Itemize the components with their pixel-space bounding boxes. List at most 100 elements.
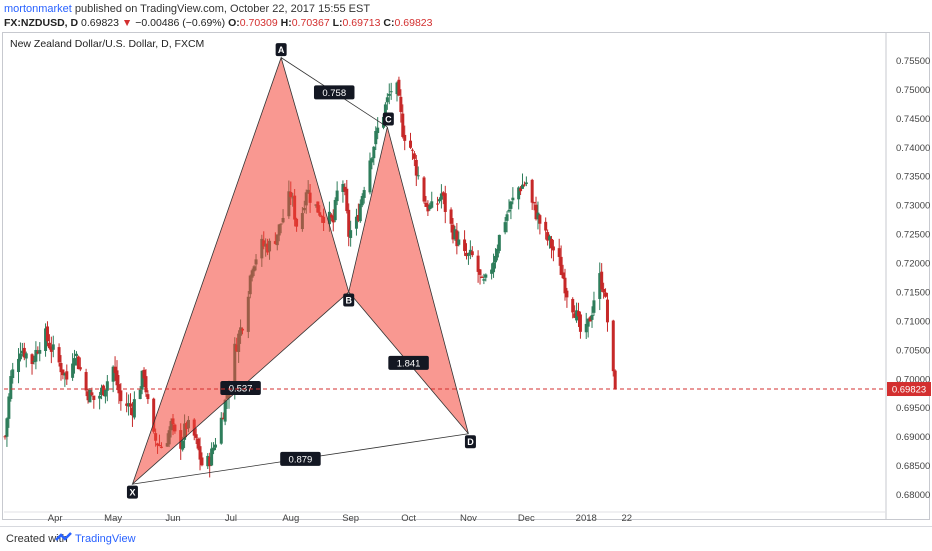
- candle-body: [457, 239, 461, 245]
- author-link[interactable]: mortonmarket: [4, 3, 72, 15]
- candle-body: [409, 140, 413, 148]
- candle-body: [51, 344, 55, 350]
- x-tick-label: 2018: [576, 513, 597, 524]
- ratio-label: 0.758: [322, 88, 346, 99]
- candle-body: [613, 370, 617, 390]
- candle-body: [345, 188, 349, 212]
- candle-body: [47, 342, 51, 349]
- candle-body: [11, 369, 15, 379]
- candle-body: [347, 209, 351, 237]
- ratio-label-box: [280, 451, 321, 466]
- y-tick-label: 0.73000: [896, 201, 930, 212]
- candle-body: [493, 255, 497, 263]
- candle-body: [584, 323, 588, 333]
- candle-body: [395, 82, 399, 95]
- candle-body: [517, 187, 521, 200]
- candle-body: [368, 160, 372, 193]
- candle-body: [578, 314, 582, 332]
- x-tick-label: Apr: [48, 513, 63, 524]
- x-tick-label: Jun: [165, 513, 180, 524]
- candle-body: [223, 399, 227, 422]
- candle-body: [565, 290, 569, 298]
- high-value: 0.70367: [291, 17, 330, 29]
- candle-body: [507, 209, 511, 212]
- candle-body: [443, 193, 447, 212]
- candle-body: [213, 444, 217, 448]
- candle-body: [327, 211, 331, 225]
- candle-body: [181, 440, 185, 450]
- y-tick-label: 0.73500: [896, 172, 930, 183]
- candle-body: [5, 418, 9, 437]
- candle-body: [451, 224, 455, 240]
- candle-body: [397, 79, 401, 96]
- candle-body: [376, 127, 380, 134]
- candle-body: [3, 436, 7, 438]
- candle-body: [611, 320, 615, 372]
- point-label-box: [464, 435, 476, 449]
- candle-body: [84, 372, 88, 391]
- y-tick-label: 0.68000: [896, 490, 930, 501]
- price-chart[interactable]: New Zealand Dollar/U.S. Dollar, D, FXCM 0…: [0, 0, 932, 526]
- candle-body: [360, 196, 364, 206]
- candle-body: [383, 104, 387, 117]
- candle-body: [426, 204, 430, 212]
- candle-body: [437, 199, 441, 202]
- candle-body: [32, 361, 36, 363]
- candle-body: [333, 199, 337, 221]
- candle-body: [76, 356, 80, 370]
- candle-body: [524, 182, 528, 185]
- y-tick-label: 0.74000: [896, 143, 930, 154]
- x-tick-label: Jul: [225, 513, 237, 524]
- candle-body: [538, 215, 542, 224]
- candle-body: [113, 366, 117, 374]
- candle-body: [424, 202, 428, 207]
- candle-body: [480, 276, 484, 278]
- ratio-label: 0.537: [229, 384, 253, 395]
- candle-body: [221, 417, 225, 420]
- candle-body: [449, 209, 453, 224]
- candle-body: [34, 349, 38, 362]
- candle-body: [73, 358, 77, 366]
- candle-body: [196, 438, 200, 449]
- candle-body: [430, 201, 434, 208]
- candle-body: [590, 315, 594, 320]
- candle-body: [212, 447, 216, 451]
- candle-body: [544, 221, 548, 231]
- candle-body: [465, 252, 469, 257]
- candle-body: [602, 288, 606, 293]
- candle-body: [138, 389, 142, 399]
- candle-body: [146, 394, 150, 400]
- candle-body: [546, 232, 550, 241]
- candle-body: [90, 392, 94, 396]
- candle-body: [389, 91, 393, 93]
- footer: Created with TradingView: [0, 526, 932, 551]
- candle-body: [356, 215, 360, 221]
- candle-body: [548, 236, 552, 240]
- candle-body: [478, 269, 482, 275]
- last-price-tag-label: 0.69823: [892, 385, 926, 396]
- candle-body: [329, 214, 333, 218]
- candle-body: [536, 212, 540, 220]
- high-label: H:: [280, 17, 292, 29]
- y-tick-label: 0.71000: [896, 316, 930, 327]
- tradingview-brand[interactable]: TradingView: [75, 533, 136, 545]
- ratio-label: 0.879: [289, 454, 313, 465]
- candle-body: [142, 369, 146, 379]
- candle-body: [577, 311, 581, 317]
- candle-body: [132, 399, 136, 418]
- candle-body: [422, 177, 426, 202]
- y-tick-label: 0.75500: [896, 56, 930, 67]
- candle-body: [387, 93, 391, 96]
- candle-body: [563, 277, 567, 294]
- publish-text: published on TradingView.com, October 22…: [74, 3, 371, 15]
- candle-body: [36, 351, 40, 354]
- candle-body: [557, 248, 561, 257]
- candle-body: [22, 347, 26, 358]
- tradingview-logo-icon[interactable]: [55, 531, 73, 545]
- candle-body: [575, 310, 579, 321]
- candle-body: [468, 249, 472, 255]
- pattern-triangle-bcd: [348, 126, 469, 434]
- candle-body: [586, 318, 590, 327]
- open-label: O:: [228, 17, 240, 29]
- x-tick-label: Sep: [342, 513, 359, 524]
